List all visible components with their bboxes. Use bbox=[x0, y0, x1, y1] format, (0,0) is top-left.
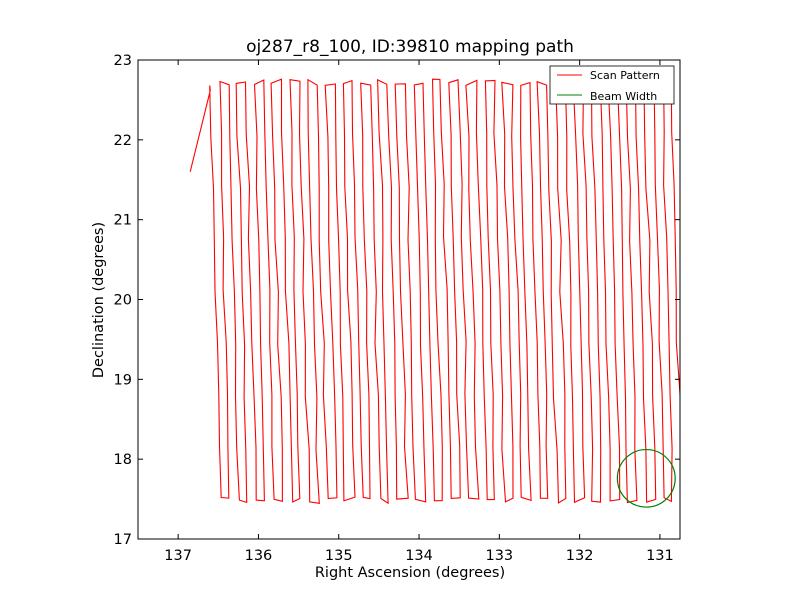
y-tick-label: 23 bbox=[114, 53, 132, 69]
legend: Scan Pattern Beam Width bbox=[549, 65, 675, 105]
x-tick-label: 132 bbox=[566, 548, 594, 564]
scan-pattern-line bbox=[189, 78, 680, 505]
chart-title: oj287_r8_100, ID:39810 mapping path bbox=[246, 37, 574, 57]
x-tick-label: 136 bbox=[245, 548, 273, 564]
y-tick-label: 19 bbox=[114, 372, 132, 388]
legend-label-scan-pattern: Scan Pattern bbox=[590, 69, 660, 82]
x-axis-ticks: 137 136 135 134 133 132 131 bbox=[164, 60, 674, 564]
x-tick-label: 137 bbox=[164, 548, 192, 564]
y-tick-label: 22 bbox=[114, 133, 132, 149]
y-tick-label: 18 bbox=[114, 452, 132, 468]
plot-area bbox=[189, 78, 680, 508]
y-axis-ticks: 17 18 19 20 21 22 23 bbox=[114, 53, 680, 548]
x-tick-label: 131 bbox=[646, 548, 674, 564]
y-tick-label: 20 bbox=[114, 293, 132, 309]
x-tick-label: 134 bbox=[405, 548, 433, 564]
x-axis-label: Right Ascension (degrees) bbox=[315, 565, 505, 581]
x-tick-label: 133 bbox=[485, 548, 513, 564]
y-axis-label: Declination (degrees) bbox=[91, 222, 107, 378]
x-tick-label: 135 bbox=[325, 548, 353, 564]
legend-label-beam-width: Beam Width bbox=[590, 90, 657, 103]
beam-width-circle bbox=[616, 448, 676, 508]
y-tick-label: 21 bbox=[114, 213, 132, 229]
y-tick-label: 17 bbox=[114, 532, 132, 548]
legend-box bbox=[549, 65, 675, 105]
